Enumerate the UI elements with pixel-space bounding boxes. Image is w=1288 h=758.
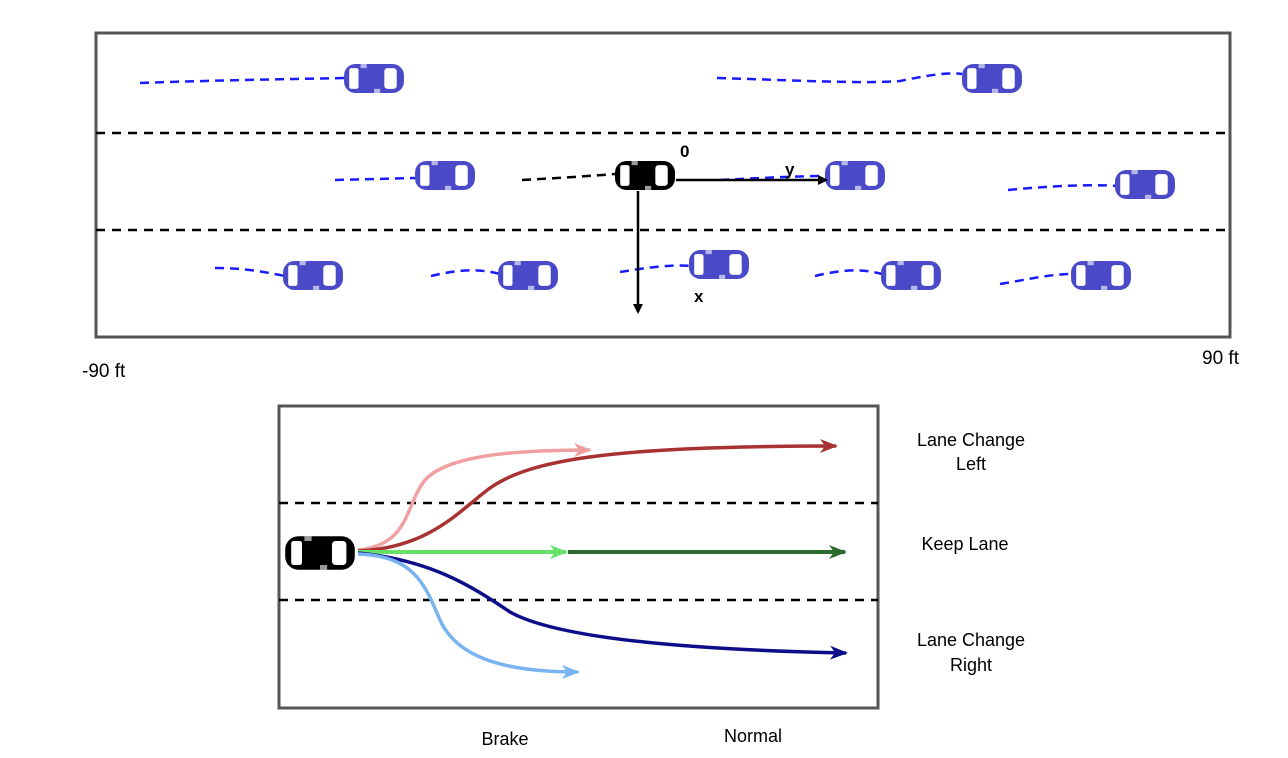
surrounding-car-icon [344, 64, 404, 93]
history-trail [619, 264, 693, 274]
maneuver-panel [277, 404, 880, 710]
highway-scene-panel: 0 y x [94, 31, 1232, 339]
surrounding-car-icon [1071, 261, 1131, 290]
lane-change-left-brake-arrow [357, 443, 592, 552]
y-axis-label: y [785, 160, 795, 179]
origin-label: 0 [680, 142, 689, 161]
surrounding-car-icon [283, 261, 343, 290]
surrounding-car-icon [1115, 170, 1175, 199]
surrounding-car-icon [825, 161, 885, 190]
ego-car-icon [285, 536, 355, 570]
lane-change-right-label-line1: Lane Change [917, 630, 1025, 650]
surrounding-car-icon [881, 261, 941, 290]
brake-mode-label: Brake [481, 729, 528, 749]
right-extent-label: 90 ft [1202, 348, 1240, 369]
surrounding-car-icon [415, 161, 475, 190]
keep-lane-label: Keep Lane [921, 534, 1008, 554]
history-trail [814, 269, 883, 278]
history-trail [430, 269, 501, 278]
history-trail [139, 76, 346, 85]
history-trail [716, 72, 963, 84]
ego-history-trail [521, 172, 616, 182]
history-trail [334, 176, 416, 182]
lane-change-right-normal-arrow [357, 551, 848, 660]
history-trail [1007, 183, 1119, 192]
history-trail [214, 266, 286, 278]
lane-change-right-brake-arrow [357, 552, 580, 679]
surrounding-car-icon [962, 64, 1022, 93]
surrounding-car-icon [689, 250, 749, 279]
maneuver-labels: Lane Change Left Keep Lane Lane Change R… [917, 430, 1025, 675]
surrounding-car-icon [498, 261, 558, 290]
lane-change-right-label-line2: Right [950, 655, 992, 675]
normal-mode-label: Normal [724, 726, 782, 746]
x-axis-label: x [694, 287, 704, 306]
left-extent-label: -90 ft [82, 361, 126, 382]
lane-change-left-normal-arrow [357, 439, 838, 553]
vehicle-history-trails [139, 72, 1119, 286]
history-trail [719, 174, 826, 182]
lane-change-left-label-line1: Lane Change [917, 430, 1025, 450]
lane-change-left-label-line2: Left [956, 454, 986, 474]
ego-car-icon [615, 161, 675, 190]
history-trail [999, 272, 1073, 286]
